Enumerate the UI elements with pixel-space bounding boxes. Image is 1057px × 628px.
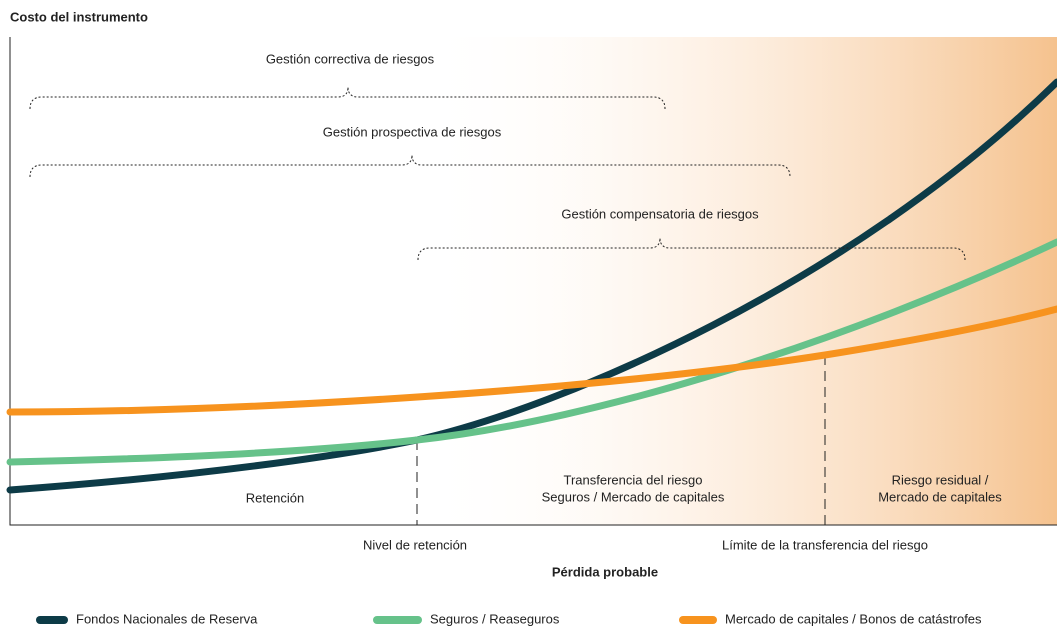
threshold-label: Nivel de retención: [363, 537, 467, 552]
legend: Fondos Nacionales de Reserva Seguros / Re…: [36, 611, 982, 626]
bracket-label: Gestión correctiva de riesgos: [266, 51, 435, 66]
bracket: [29, 154, 791, 178]
legend-label: Fondos Nacionales de Reserva: [76, 611, 258, 626]
bracket-label: Gestión prospectiva de riesgos: [323, 124, 502, 139]
zone-label: Transferencia del riesgo: [564, 472, 703, 487]
curve: [6, 238, 1057, 466]
legend-label: Seguros / Reaseguros: [430, 611, 560, 626]
brackets: [29, 86, 966, 261]
x-axis-label: Pérdida probable: [552, 564, 658, 579]
curve: [6, 78, 1057, 494]
risk-gradient: [420, 37, 1057, 525]
zone-label: Retención: [246, 490, 305, 505]
curves: [6, 78, 1057, 494]
curve: [6, 305, 1057, 416]
threshold-label: Límite de la transferencia del riesgo: [722, 537, 928, 552]
zone-label: Seguros / Mercado de capitales: [542, 489, 725, 504]
zone-label: Riesgo residual /: [892, 472, 989, 487]
bracket-label: Gestión compensatoria de riesgos: [561, 206, 759, 221]
axes: [9, 37, 1057, 526]
legend-label: Mercado de capitales / Bonos de catástro…: [725, 611, 982, 626]
zone-label: Mercado de capitales: [878, 489, 1002, 504]
y-axis-label: Costo del instrumento: [10, 9, 148, 24]
